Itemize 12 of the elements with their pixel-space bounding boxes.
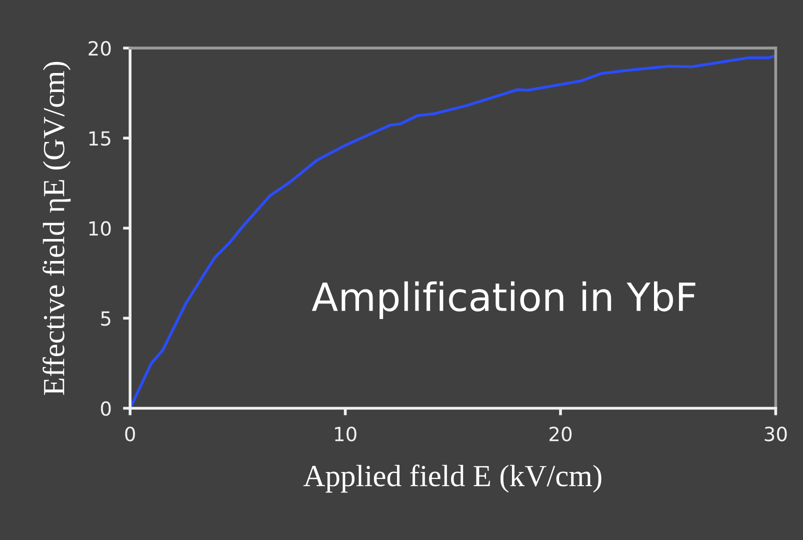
y-tick-label: 0 [100, 401, 111, 416]
y-tick-label: 5 [101, 311, 110, 326]
y-tick-label: 15 [89, 131, 110, 146]
x-tick-label: 20 [550, 426, 572, 442]
x-tick-label: 30 [764, 426, 787, 442]
y-axis-title: Effective field ηE (GV/cm) [42, 62, 71, 395]
x-tick-label: 0 [125, 426, 135, 442]
x-tick-label: 10 [335, 426, 356, 442]
y-tick-label: 10 [89, 221, 111, 236]
y-tick-label: 20 [88, 41, 111, 56]
x-axis-title: Applied field E (kV/cm) [303, 464, 602, 493]
annotation: Amplification in YbF [312, 281, 696, 320]
